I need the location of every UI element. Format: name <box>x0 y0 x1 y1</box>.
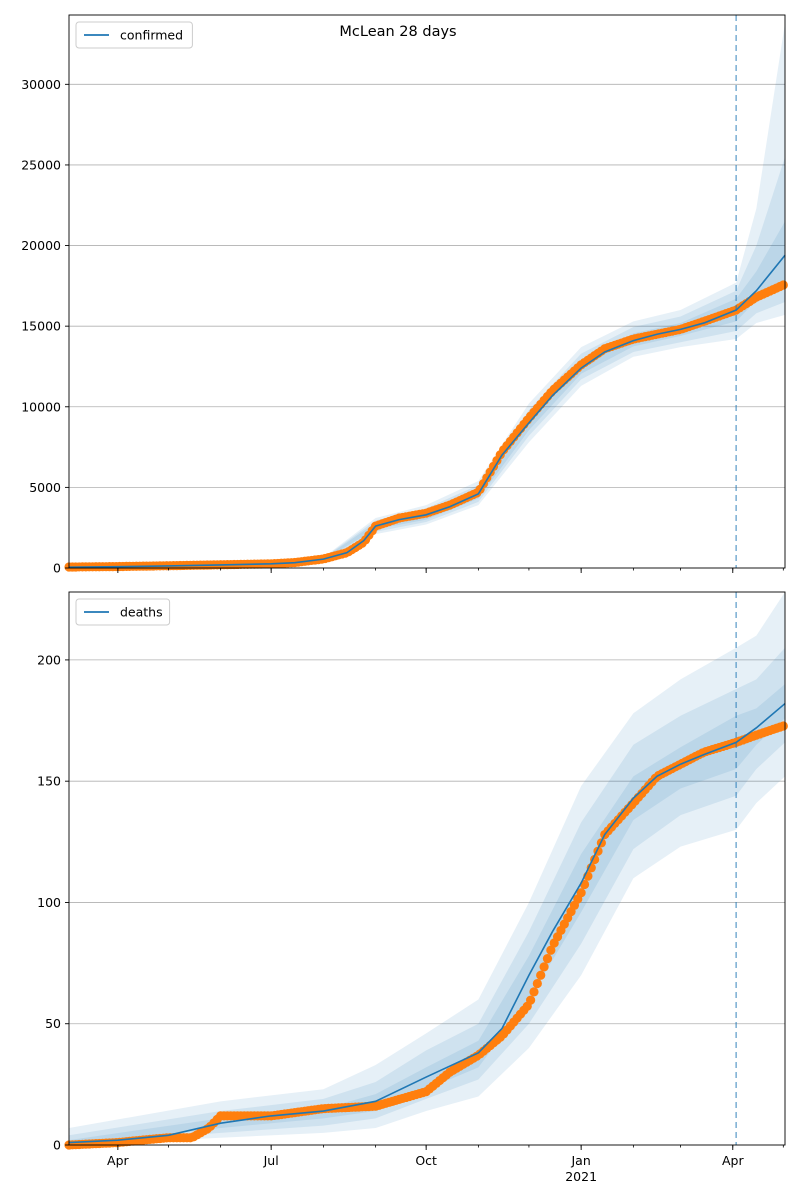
deaths-x-tick-label: Jan <box>571 1153 591 1168</box>
deaths-observed-point <box>539 962 549 972</box>
deaths-y-tick-label: 100 <box>37 895 61 910</box>
confirmed-axes-frame <box>68 14 786 569</box>
confirmed-panel: 0 5000 10000 15000 20000 25000 30000 confirmed <box>21 14 788 576</box>
deaths-legend-box <box>75 598 171 626</box>
deaths-x-tick-label: Apr <box>107 1153 129 1168</box>
confirmed-observed-point <box>778 280 788 290</box>
deaths-x-tick-sublabel: 2021 <box>565 1169 597 1184</box>
deaths-observed-point <box>576 888 586 898</box>
deaths-y-tick-label: 0 <box>53 1138 61 1153</box>
deaths-observed-point <box>532 978 542 989</box>
deaths-x-tick-label: Jul <box>263 1153 279 1168</box>
deaths-x-tick-label: Apr <box>722 1153 744 1168</box>
confirmed-y-tick-label: 20000 <box>21 238 61 253</box>
confirmed-y-tick-label: 15000 <box>21 319 61 334</box>
confirmed-legend-label: confirmed <box>120 28 183 43</box>
confirmed-y-tick-label: 25000 <box>21 157 61 172</box>
deaths-observed-point <box>778 721 788 731</box>
deaths-uncertainty-band <box>69 592 785 1145</box>
deaths-y-tick-label: 200 <box>37 652 61 667</box>
deaths-y-tick-label: 150 <box>37 774 61 789</box>
deaths-observed-point <box>546 945 556 955</box>
deaths-legend-label: deaths <box>120 605 163 620</box>
confirmed-y-tick-label: 0 <box>53 561 61 576</box>
deaths-observed-point <box>542 953 553 964</box>
confirmed-legend: confirmed <box>75 21 193 49</box>
deaths-observed-point <box>529 987 539 997</box>
confirmed-y-tick-label: 10000 <box>21 399 61 414</box>
deaths-y-tick-label: 50 <box>45 1016 61 1031</box>
deaths-axes-frame <box>68 591 786 1146</box>
deaths-uncertainty-band <box>69 684 785 1145</box>
confirmed-model-line <box>68 254 786 568</box>
deaths-model-line <box>68 702 786 1144</box>
deaths-legend: deaths <box>75 598 171 626</box>
deaths-observed-point <box>526 995 536 1005</box>
figure-title: McLean 28 days <box>339 24 456 40</box>
deaths-observed-point <box>536 970 546 980</box>
confirmed-y-tick-label: 30000 <box>21 77 61 92</box>
confirmed-y-tick-label: 5000 <box>29 480 61 495</box>
deaths-x-tick-label: Oct <box>415 1153 437 1168</box>
confirmed-legend-box <box>75 21 193 49</box>
